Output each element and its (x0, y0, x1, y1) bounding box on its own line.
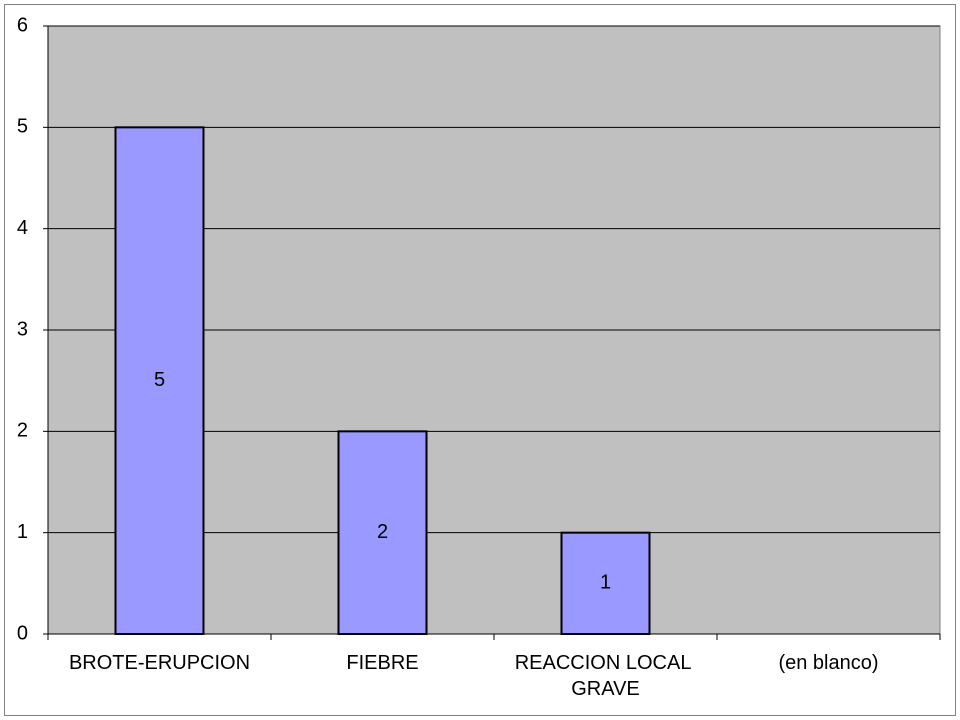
bar (114, 126, 205, 635)
data-label: 1 (600, 572, 611, 594)
bar (337, 430, 428, 636)
y-tick-label: 2 (17, 420, 28, 442)
y-tick-label: 0 (17, 622, 28, 644)
y-tick-label: 1 (17, 521, 28, 543)
x-tick-label: (en blanco) (778, 652, 878, 674)
x-tick-label: BROTE-ERUPCION (69, 652, 250, 674)
y-tick-label: 3 (17, 318, 28, 340)
data-label: 2 (377, 521, 388, 543)
y-tick-label: 4 (17, 217, 28, 239)
bar (560, 531, 651, 636)
y-tick-label: 6 (17, 14, 28, 36)
y-tick-label: 5 (17, 116, 28, 138)
x-tick-label: FIEBRE (346, 652, 418, 674)
x-tick-label: REACCION LOCAL GRAVE (515, 652, 697, 700)
data-label: 5 (154, 369, 165, 391)
